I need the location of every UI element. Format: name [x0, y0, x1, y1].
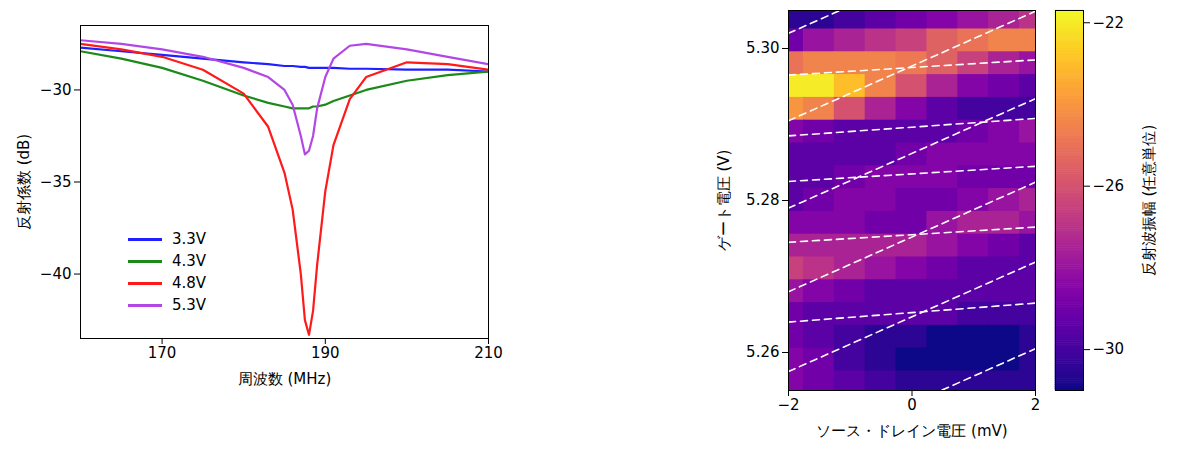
svg-text:周波数 (MHz): 周波数 (MHz): [238, 370, 332, 388]
svg-text:−30: −30: [40, 81, 72, 99]
svg-text:ソース・ドレイン電圧 (mV): ソース・ドレイン電圧 (mV): [816, 422, 1007, 440]
svg-text:0: 0: [907, 396, 917, 414]
svg-text:2: 2: [1031, 396, 1041, 414]
svg-text:190: 190: [311, 344, 340, 362]
html-text:4.3V: 4.3V: [172, 252, 207, 270]
svg-text:170: 170: [148, 344, 177, 362]
svg-text:−26: −26: [1093, 177, 1125, 195]
html-text:3.3V: 3.3V: [172, 230, 207, 248]
svg-text:反射波振幅 (任意単位): 反射波振幅 (任意単位): [1140, 125, 1158, 276]
html-text:5.3V: 5.3V: [172, 296, 207, 314]
svg-text:反射係数 (dB): 反射係数 (dB): [15, 134, 33, 230]
svg-text:−22: −22: [1093, 14, 1125, 32]
svg-text:5.30: 5.30: [746, 39, 779, 57]
svg-text:−2: −2: [777, 396, 799, 414]
svg-text:ゲート電圧 (V): ゲート電圧 (V): [715, 150, 733, 252]
svg-text:5.26: 5.26: [746, 343, 779, 361]
svg-text:210: 210: [474, 344, 503, 362]
svg-text:−35: −35: [40, 173, 72, 191]
html-text:4.8V: 4.8V: [172, 274, 207, 292]
svg-text:5.28: 5.28: [746, 191, 779, 209]
svg-text:−30: −30: [1093, 340, 1125, 358]
svg-text:−40: −40: [40, 265, 72, 283]
